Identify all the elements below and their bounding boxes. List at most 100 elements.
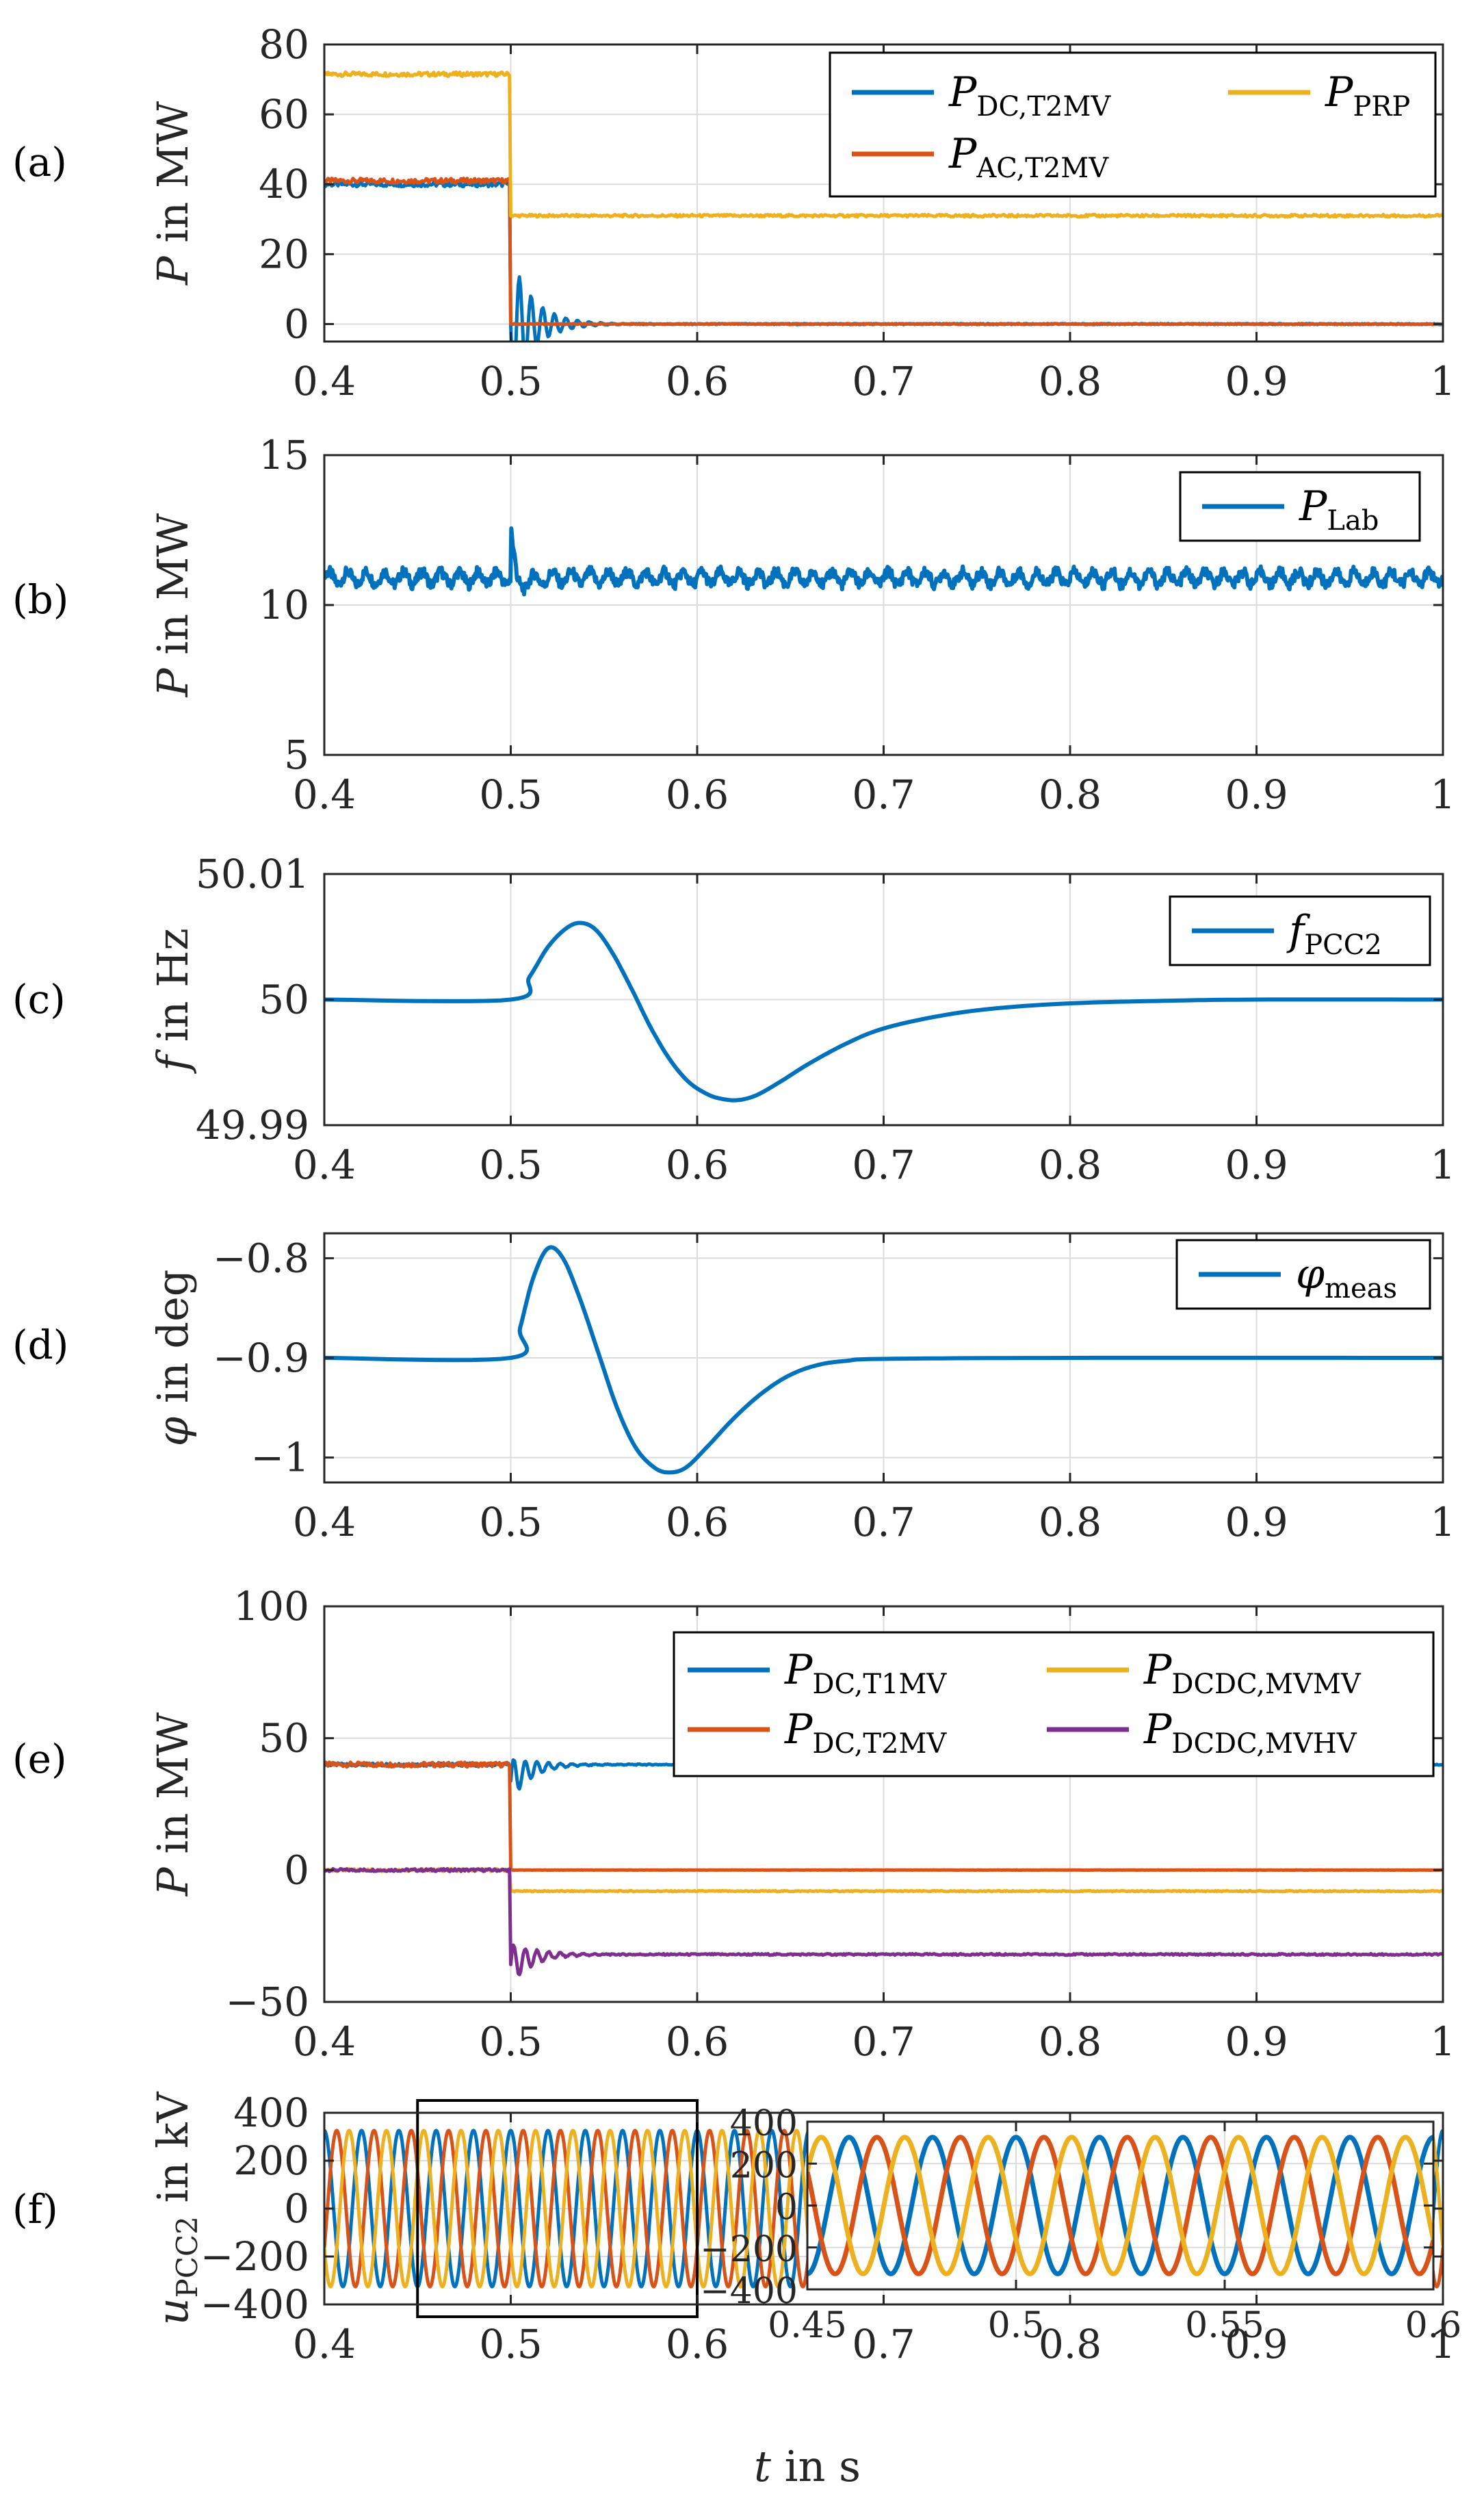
panel-b-x-tick-label: 0.7 bbox=[852, 771, 915, 818]
panel-e-x-tick-label: 1 bbox=[1431, 2018, 1456, 2065]
inset-y-tick-label: 200 bbox=[730, 2145, 798, 2186]
panel-d-y-tick-label: −0.8 bbox=[213, 1235, 309, 1281]
panel-e: 0.4 0.5 0.6 0.7 0.8 0.9 1 −50 0 50 100 P in MW (e) PD… bbox=[12, 1583, 1455, 2065]
panel-b-legend-item: PLab bbox=[1202, 483, 1379, 537]
panel-a-y-axis-title: P in MW bbox=[148, 101, 198, 285]
panel-e-x-tick-label: 0.7 bbox=[852, 2018, 915, 2065]
panel-f-x-tick-label: 0.7 bbox=[852, 2321, 915, 2367]
panel-d-x-tick-label: 0.6 bbox=[666, 1499, 729, 1545]
series-ac-t2mv bbox=[324, 177, 1443, 326]
panel-d-legend: φmeas bbox=[1175, 1239, 1431, 1310]
inset-x-tick-label: 0.55 bbox=[1185, 2305, 1264, 2346]
panel-d-legend-item: φmeas bbox=[1199, 1250, 1397, 1304]
panel-tag-c: (c) bbox=[12, 976, 66, 1023]
panel-c-y-tick-label: 49.99 bbox=[196, 1102, 309, 1148]
panel-a-legend: PDC,T2MV PPRP PAC,T2MV bbox=[829, 51, 1437, 198]
panel-b-series bbox=[324, 526, 1443, 597]
panel-e-y-tick-label: 0 bbox=[284, 1847, 309, 1893]
panel-e-legend: PDC,T1MV PDCDC,MVMV PDC,T2MV PDCDC,MVHV bbox=[673, 1631, 1435, 1777]
panel-a-x-tick-label: 1 bbox=[1431, 358, 1456, 404]
panel-e-x-tick-label: 0.8 bbox=[1039, 2018, 1102, 2065]
panel-d-x-tick-label: 0.5 bbox=[479, 1499, 542, 1545]
panel-tag-d: (d) bbox=[12, 1322, 68, 1368]
panel-d: 0.4 0.5 0.6 0.7 0.8 0.9 1 −1 −0.9 −0.8 φ in deg (d)… bbox=[12, 1232, 1456, 1545]
panel-e-y-tick-label: 100 bbox=[233, 1583, 309, 1630]
panel-b-x-tick-label: 0.5 bbox=[479, 771, 542, 818]
panel-a-y-tick-label: 0 bbox=[284, 300, 309, 347]
panel-e-x-tick-label: 0.5 bbox=[479, 2018, 542, 2065]
panel-c-x-tick-label: 0.5 bbox=[479, 1142, 542, 1188]
panel-e-legend-label: PDC,T1MV bbox=[784, 1646, 947, 1700]
panel-d-legend-label: φmeas bbox=[1296, 1250, 1397, 1304]
panel-a-y-tick-label: 80 bbox=[259, 21, 309, 68]
panel-a-legend-item: PDC,T2MV bbox=[852, 68, 1111, 123]
panel-a-x-tick-label: 0.7 bbox=[852, 358, 915, 404]
svg-text:t in s: t in s bbox=[754, 2441, 861, 2491]
panel-d-series bbox=[324, 1245, 1443, 1475]
panel-e-y-tick-label: −50 bbox=[226, 1979, 309, 2025]
series-lab bbox=[324, 526, 1443, 597]
inset-x-tick-label: 0.6 bbox=[1405, 2305, 1462, 2346]
panel-e-legend-item: PDCDC,MVHV bbox=[1047, 1706, 1357, 1760]
panel-a-legend-label: PDC,T2MV bbox=[948, 68, 1111, 123]
panel-a-legend-box bbox=[829, 51, 1437, 198]
panel-f-x-tick-label: 0.8 bbox=[1039, 2321, 1102, 2367]
panel-f: 0.4 0.5 0.6 0.7 0.8 0.9 1−400−2000200400uPCC2 … bbox=[12, 2090, 1461, 2367]
panel-e-legend-label: PDCDC,MVMV bbox=[1143, 1646, 1362, 1700]
panel-d-x-tick-label: 0.9 bbox=[1225, 1499, 1288, 1545]
panel-e-y-tick-label: 50 bbox=[259, 1715, 309, 1762]
panel-b-y-tick-label: 10 bbox=[259, 582, 309, 628]
panel-a-y-tick-label: 20 bbox=[259, 231, 309, 277]
panel-a-y-tick-label: 60 bbox=[259, 91, 309, 138]
panel-c-x-tick-label: 0.7 bbox=[852, 1142, 915, 1188]
panel-c-x-tick-label: 0.6 bbox=[666, 1142, 729, 1188]
series-prp bbox=[324, 70, 1443, 219]
panel-b-y-axis-title: P in MW bbox=[148, 513, 198, 697]
panel-c-legend: fPCC2 bbox=[1169, 895, 1431, 966]
panel-a-x-tick-label: 0.9 bbox=[1225, 358, 1288, 404]
panel-c-y-tick-label: 50.01 bbox=[196, 851, 309, 897]
panel-f-y-tick-label: 400 bbox=[233, 2090, 309, 2136]
panel-f-x-tick-label: 0.9 bbox=[1225, 2321, 1288, 2367]
panel-a-x-tick-label: 0.4 bbox=[293, 358, 356, 404]
panel-e-x-tick-label: 0.9 bbox=[1225, 2018, 1288, 2065]
inset-series-u-c bbox=[807, 2135, 1433, 2276]
panel-d-y-tick-label: −0.9 bbox=[213, 1335, 309, 1381]
x-axis-title-rest: in s bbox=[771, 2441, 861, 2491]
panel-e-x-tick-label: 0.4 bbox=[293, 2018, 356, 2065]
panel-a-legend-item: PAC,T2MV bbox=[852, 130, 1109, 184]
panel-c-x-tick-label: 0.4 bbox=[293, 1142, 356, 1188]
panel-c: 0.4 0.5 0.6 0.7 0.8 0.9 1 49.99 50 50.01 f in Hz (c… bbox=[12, 851, 1455, 1188]
panel-b-legend: PLab bbox=[1179, 471, 1421, 542]
panel-b-legend-label: PLab bbox=[1299, 483, 1379, 537]
panel-c-y-tick-label: 50 bbox=[259, 977, 309, 1023]
panel-c-x-tick-label: 0.9 bbox=[1225, 1142, 1288, 1188]
panel-d-x-tick-label: 0.7 bbox=[852, 1499, 915, 1545]
panel-a-x-tick-label: 0.6 bbox=[666, 358, 729, 404]
panel-e-legend-item: PDC,T1MV bbox=[688, 1646, 947, 1700]
panel-tag-b: (b) bbox=[12, 576, 68, 623]
panel-f-x-tick-label: 0.6 bbox=[666, 2321, 729, 2367]
inset-series-u-a bbox=[807, 2135, 1433, 2276]
panel-b-y-tick-label: 15 bbox=[259, 432, 309, 478]
panel-b-y-tick-label: 5 bbox=[284, 732, 309, 778]
panel-d-x-tick-label: 1 bbox=[1431, 1499, 1456, 1545]
inset-y-tick-label: 400 bbox=[730, 2103, 798, 2144]
inset-y-tick-label: −200 bbox=[700, 2229, 798, 2270]
panel-f-y-tick-label: 200 bbox=[233, 2137, 309, 2184]
panel-e-legend-label: PDC,T2MV bbox=[784, 1706, 947, 1760]
panel-d-x-tick-label: 0.8 bbox=[1039, 1499, 1102, 1545]
panel-b-x-tick-label: 0.9 bbox=[1225, 771, 1288, 818]
panel-b-x-tick-label: 1 bbox=[1431, 771, 1456, 818]
panel-tag-f: (f) bbox=[12, 2186, 58, 2233]
panel-d-x-tick-label: 0.4 bbox=[293, 1499, 356, 1545]
panel-a-series bbox=[324, 70, 1443, 342]
series-dcdc-mvhv bbox=[324, 1866, 1443, 1977]
panel-c-x-tick-label: 1 bbox=[1431, 1142, 1456, 1188]
panel-e-y-axis-title: P in MW bbox=[148, 1712, 198, 1897]
inset-series bbox=[807, 2135, 1433, 2276]
